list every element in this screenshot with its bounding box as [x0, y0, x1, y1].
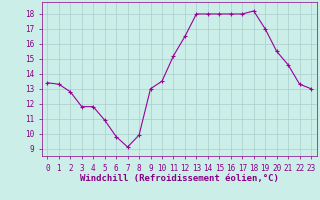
X-axis label: Windchill (Refroidissement éolien,°C): Windchill (Refroidissement éolien,°C)	[80, 174, 279, 183]
